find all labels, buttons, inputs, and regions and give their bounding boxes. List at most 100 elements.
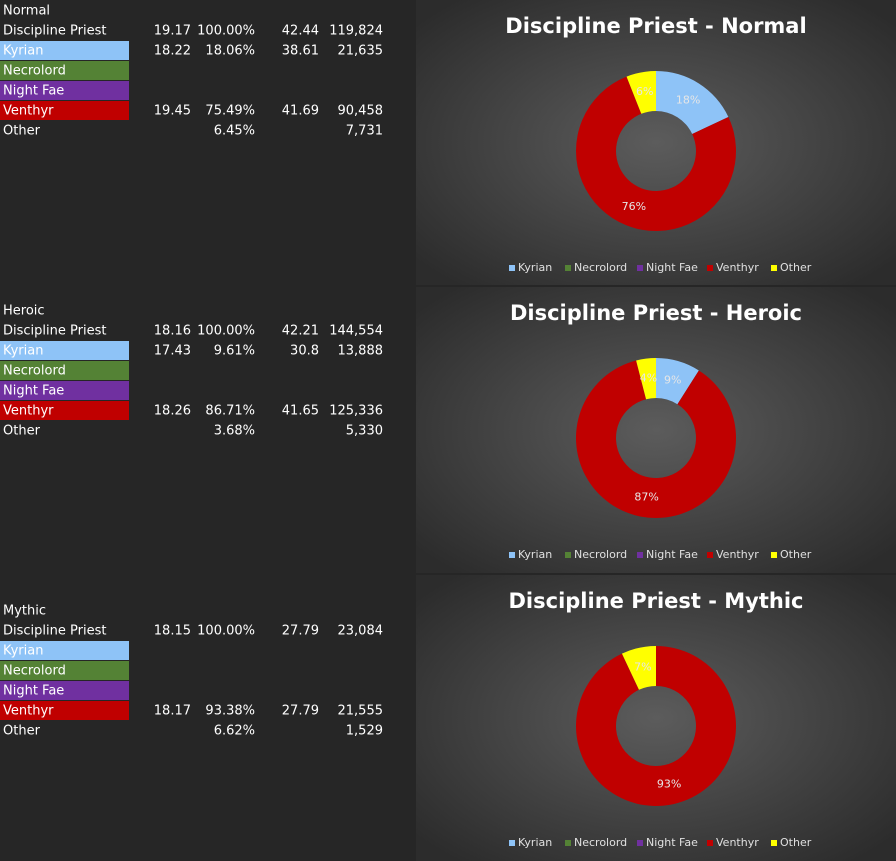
cell-value: 23,084 [338, 624, 384, 639]
cell-value: 18.22 [154, 44, 191, 59]
cell-value: 19.45 [154, 104, 191, 119]
legend-swatch [509, 552, 515, 558]
row-label: Venthyr [3, 404, 54, 419]
legend-label: Kyrian [518, 548, 552, 561]
row-label: Other [3, 724, 41, 739]
cell-value: 18.26 [154, 404, 191, 419]
cell-value: 18.17 [154, 704, 191, 719]
chart-title: Discipline Priest - Mythic [509, 589, 804, 613]
cell-value: 18.06% [205, 44, 255, 59]
row-label: Kyrian [3, 344, 43, 359]
row-label: Other [3, 124, 41, 139]
chart-panel [416, 575, 896, 861]
row-fill [0, 641, 129, 660]
row-label: Night Fae [3, 384, 64, 399]
legend-swatch [771, 552, 777, 558]
legend-swatch [565, 552, 571, 558]
cell-value: 9.61% [214, 344, 255, 359]
row-fill [0, 401, 129, 420]
cell-value: 19.17 [154, 24, 191, 39]
row-label: Kyrian [3, 44, 43, 59]
donut-slice [576, 76, 736, 232]
slice-label: 93% [657, 778, 681, 791]
cell-value: 41.69 [282, 104, 319, 119]
legend-swatch [707, 552, 713, 558]
row-fill [0, 61, 129, 80]
cell-value: 144,554 [329, 324, 383, 339]
legend-swatch [707, 265, 713, 271]
legend-label: Other [780, 261, 812, 274]
legend-label: Night Fae [646, 261, 698, 274]
cell-value: 100.00% [197, 24, 255, 39]
cell-value: 75.49% [205, 104, 255, 119]
cell-value: 30.8 [290, 344, 319, 359]
row-fill [0, 381, 129, 400]
cell-value: 18.16 [154, 324, 191, 339]
cell-value: 3.68% [214, 424, 255, 439]
cell-value: 42.44 [282, 24, 319, 39]
slice-label: 9% [664, 373, 681, 386]
row-label: Venthyr [3, 704, 54, 719]
cell-value: 86.71% [205, 404, 255, 419]
donut-slice [636, 358, 656, 400]
cell-value: 13,888 [338, 344, 384, 359]
cell-value: 100.00% [197, 624, 255, 639]
cell-value: 7,731 [346, 124, 383, 139]
chart-title: Discipline Priest - Normal [505, 14, 806, 38]
cell-value: 42.21 [282, 324, 319, 339]
legend-swatch [707, 840, 713, 846]
legend-swatch [771, 840, 777, 846]
legend-label: Night Fae [646, 836, 698, 849]
legend-label: Other [780, 548, 812, 561]
chart-panel [416, 287, 896, 573]
cell-value: 5,330 [346, 424, 383, 439]
cell-value: 119,824 [329, 24, 383, 39]
legend-label: Necrolord [574, 836, 627, 849]
legend-label: Kyrian [518, 836, 552, 849]
cell-value: 27.79 [282, 624, 319, 639]
cell-value: 18.15 [154, 624, 191, 639]
cell-value: 6.62% [214, 724, 255, 739]
slice-label: 76% [622, 200, 646, 213]
legend-swatch [637, 265, 643, 271]
row-fill [0, 101, 129, 120]
cell-value: 38.61 [282, 44, 319, 59]
slice-label: 87% [634, 490, 658, 503]
row-label: Other [3, 424, 41, 439]
row-label: Discipline Priest [3, 24, 106, 39]
donut-slice [656, 358, 699, 405]
row-fill [0, 341, 129, 360]
cell-value: 93.38% [205, 704, 255, 719]
donut-slice [656, 71, 729, 134]
cell-value: 27.79 [282, 704, 319, 719]
legend-label: Other [780, 836, 812, 849]
cell-value: 100.00% [197, 324, 255, 339]
legend-swatch [565, 840, 571, 846]
section-title: Mythic [3, 604, 46, 619]
chart-panel [416, 0, 896, 285]
row-label: Necrolord [3, 64, 66, 79]
cell-value: 17.43 [154, 344, 191, 359]
cell-value: 21,635 [338, 44, 384, 59]
row-label: Kyrian [3, 644, 43, 659]
row-label: Discipline Priest [3, 624, 106, 639]
cell-value: 1,529 [346, 724, 383, 739]
row-label: Necrolord [3, 664, 66, 679]
donut-slice [626, 71, 656, 114]
cell-value: 125,336 [329, 404, 383, 419]
row-label: Discipline Priest [3, 324, 106, 339]
slice-label: 18% [676, 93, 700, 106]
legend-label: Kyrian [518, 261, 552, 274]
legend-label: Necrolord [574, 548, 627, 561]
row-fill [0, 81, 129, 100]
legend-label: Venthyr [716, 261, 759, 274]
row-fill [0, 701, 129, 720]
cell-value: 41.65 [282, 404, 319, 419]
slice-label: 7% [634, 660, 651, 673]
chart-title: Discipline Priest - Heroic [510, 301, 802, 325]
section-title: Normal [3, 4, 50, 19]
legend-swatch [509, 840, 515, 846]
legend-swatch [565, 265, 571, 271]
section-title: Heroic [3, 304, 45, 319]
